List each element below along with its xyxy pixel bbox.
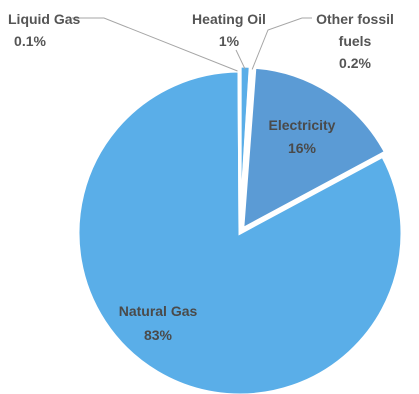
slice-label-electricity: Electricity [269, 117, 336, 133]
slice-label-other-fossil-fuels-line1: Other fossil [316, 11, 394, 27]
leader-line-liquid-gas [72, 17, 238, 72]
pie-slice-other-fossil-fuels [238, 64, 255, 229]
leader-line-heating-oil [235, 49, 246, 70]
slice-label-natural-gas: Natural Gas [119, 303, 198, 319]
slice-label-liquid-gas: Liquid Gas [8, 11, 81, 27]
slice-value-electricity: 16% [288, 140, 317, 156]
slice-label-other-fossil-fuels-line2: fuels [339, 33, 372, 49]
pie-slice-liquid-gas [237, 64, 242, 229]
slice-value-other-fossil-fuels: 0.2% [339, 55, 371, 71]
leader-lines [72, 17, 312, 72]
slice-value-heating-oil: 1% [219, 33, 240, 49]
slice-label-heating-oil: Heating Oil [192, 11, 266, 27]
pie-slices [76, 64, 404, 394]
slice-value-liquid-gas: 0.1% [14, 33, 46, 49]
leader-line-other-fossil-fuels [251, 17, 312, 70]
slice-value-natural-gas: 83% [144, 327, 173, 343]
pie-slice-natural-gas [76, 69, 404, 394]
pie-slice-electricity [241, 65, 388, 232]
